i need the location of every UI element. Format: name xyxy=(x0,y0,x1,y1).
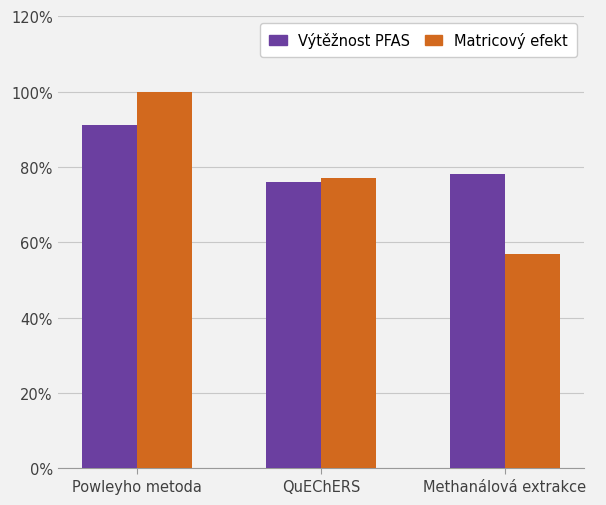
Legend: Výtěžnost PFAS, Matricový efekt: Výtěžnost PFAS, Matricový efekt xyxy=(261,24,577,58)
Bar xyxy=(505,254,560,469)
Bar xyxy=(321,179,376,469)
Bar xyxy=(450,175,505,469)
Bar xyxy=(265,183,321,469)
Bar xyxy=(82,126,137,469)
Bar xyxy=(137,92,192,469)
